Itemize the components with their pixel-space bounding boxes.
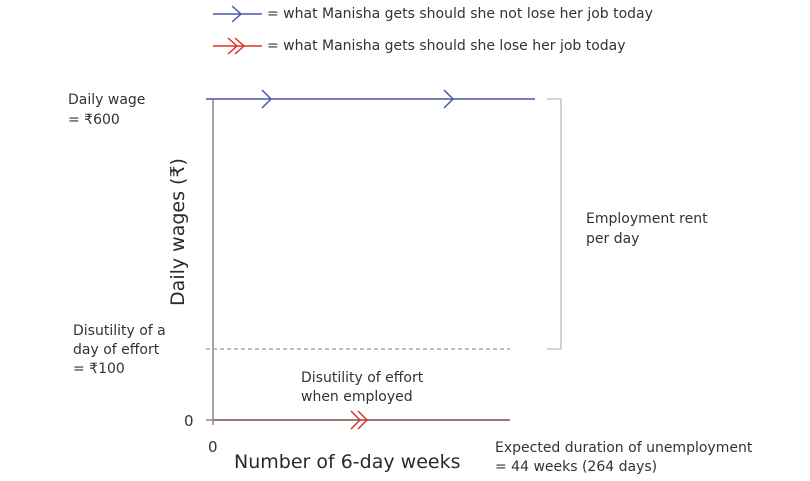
- unemployed-line: [213, 410, 510, 430]
- employment-rent-bracket: [547, 98, 562, 350]
- expected-duration-line1: Expected duration of unemployment: [495, 440, 753, 456]
- expected-duration-line2: = 44 weeks (264 days): [495, 459, 658, 475]
- x-zero-label: 0: [208, 438, 218, 456]
- x-axis-title: Number of 6-day weeks: [234, 451, 461, 473]
- single-arrow-icon: [213, 5, 262, 23]
- disutility-label-line1: Disutility of a: [73, 323, 166, 339]
- daily-wage-label: Daily wage: [68, 92, 146, 108]
- legend-label-employed: = what Manisha gets should she not lose …: [267, 6, 653, 22]
- legend-label-unemployed: = what Manisha gets should she lose her …: [267, 38, 626, 54]
- disutility-label-line2: day of effort: [73, 342, 160, 358]
- y-zero-label: 0: [184, 412, 194, 430]
- employment-rent-label-line2: per day: [586, 231, 640, 247]
- effort-employed-label-line2: when employed: [301, 389, 413, 405]
- daily-wage-value: = ₹600: [68, 112, 120, 128]
- effort-employed-label-line1: Disutility of effort: [301, 370, 424, 386]
- disutility-value: = ₹100: [73, 361, 125, 377]
- y-axis-title: Daily wages (₹): [167, 158, 189, 306]
- wage-line: [206, 89, 535, 109]
- employment-rent-label-line1: Employment rent: [586, 211, 708, 227]
- double-arrow-icon: [213, 37, 262, 55]
